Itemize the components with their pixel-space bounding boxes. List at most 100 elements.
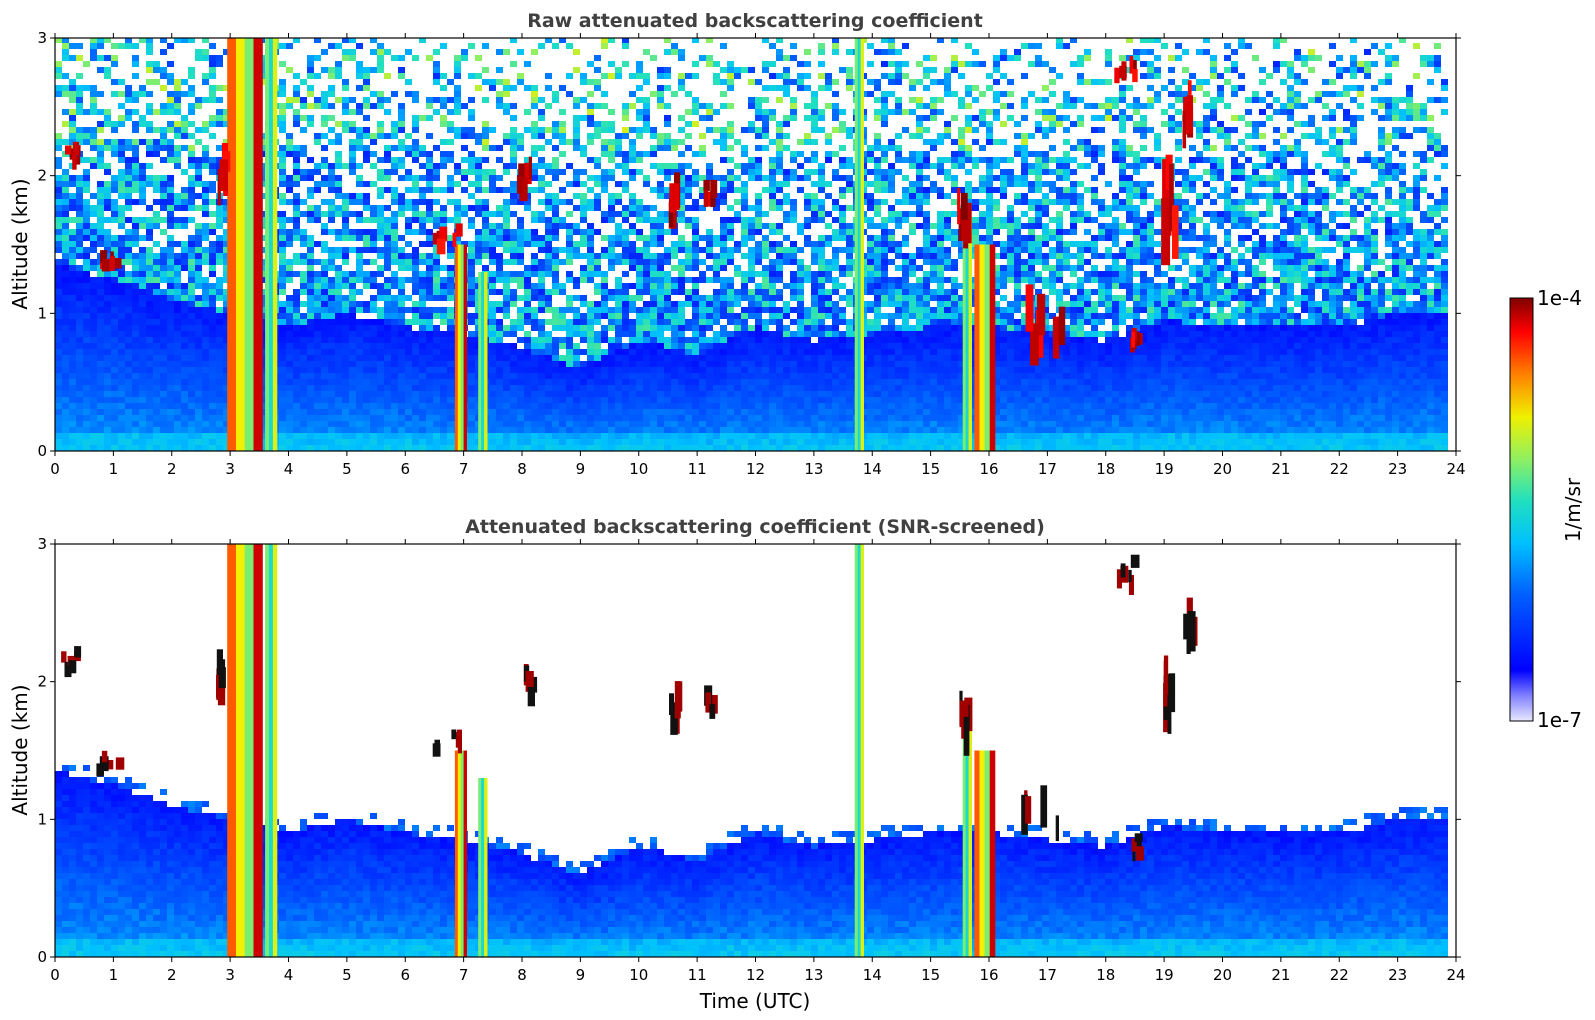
heatmap-cell [692,391,699,397]
heatmap-cell [293,91,300,97]
heatmap-cell [447,265,454,271]
heatmap-cell [202,55,209,61]
heatmap-cell [433,439,440,445]
heatmap-cell [559,373,566,379]
heatmap-cell [622,38,629,43]
heatmap-cell [62,187,69,193]
heatmap-cell [111,331,118,337]
heatmap-cell [370,217,377,223]
heatmap-cell [440,379,447,385]
heatmap-cell [594,67,601,73]
heatmap-cell [384,151,391,157]
heatmap-cell [636,403,643,409]
heatmap-cell [160,373,167,379]
heatmap-cell [293,169,300,175]
heatmap-cell [636,115,643,121]
heatmap-cell [62,421,69,427]
heatmap-cell [447,295,454,301]
heatmap-cell [307,55,314,61]
heatmap-cell [160,415,167,421]
heatmap-cell [517,277,524,283]
heatmap-cell [328,421,335,427]
heatmap-cell [181,205,188,211]
heatmap-cell [566,337,573,343]
heatmap-cell [321,223,328,229]
heatmap-cell [720,409,727,415]
heatmap-cell [489,379,496,385]
heatmap-cell [55,343,62,349]
heatmap-cell [510,235,517,241]
heatmap-cell [209,223,216,229]
heatmap-cell [139,313,146,319]
heatmap-cell [167,193,174,199]
heatmap-cell [748,301,755,307]
heatmap-cell [678,349,685,355]
heatmap-cell [601,301,608,307]
heatmap-cell [531,355,538,361]
heatmap-cell [748,247,755,253]
heatmap-cell [167,367,174,373]
heatmap-cell [629,169,636,175]
heatmap-cell [580,361,587,367]
heatmap-cell [349,277,356,283]
heatmap-cell [293,259,300,265]
heatmap-cell [314,211,321,217]
heatmap-cell [223,409,230,415]
heatmap-cell [671,139,678,145]
heatmap-cell [132,343,139,349]
heatmap-cell [734,385,741,391]
heatmap-cell [636,415,643,421]
heatmap-cell [335,151,342,157]
heatmap-cell [524,61,531,67]
heatmap-cell [741,169,748,175]
heatmap-cell [118,169,125,175]
heatmap-cell [160,421,167,427]
heatmap-cell [440,313,447,319]
heatmap-cell [202,445,209,451]
heatmap-cell [300,403,307,409]
heatmap-cell [83,337,90,343]
heatmap-cell [62,385,69,391]
heatmap-cell [349,109,356,115]
heatmap-cell [188,295,195,301]
heatmap-cell [181,361,188,367]
heatmap-cell [125,259,132,265]
heatmap-cell [370,295,377,301]
heatmap-cell [370,307,377,313]
heatmap-cell [398,235,405,241]
heatmap-cell [384,445,391,451]
heatmap-cell [720,157,727,163]
heatmap-cell [538,307,545,313]
heatmap-cell [384,373,391,379]
heatmap-cell [370,361,377,367]
heatmap-cell [377,409,384,415]
heatmap-cell [83,331,90,337]
heatmap-cell [188,379,195,385]
heatmap-cell [643,79,650,85]
heatmap-cell [566,421,573,427]
heatmap-cell [377,271,384,277]
heatmap-cell [559,139,566,145]
heatmap-cell [377,175,384,181]
heatmap-cell [90,343,97,349]
heatmap-cell [727,439,734,445]
heatmap-cell [356,445,363,451]
heatmap-cell [111,181,118,187]
heatmap-cell [748,223,755,229]
heatmap-cell [349,415,356,421]
heatmap-cell [97,181,104,187]
heatmap-cell [300,199,307,205]
heatmap-cell [160,259,167,265]
heatmap-cell [580,169,587,175]
heatmap-cell [181,313,188,319]
heatmap-cell [538,397,545,403]
heatmap-cell [279,85,286,91]
heatmap-cell [69,277,76,283]
heatmap-cell [342,253,349,259]
heatmap-cell [90,409,97,415]
heatmap-cell [622,115,629,121]
heatmap-cell [216,409,223,415]
heatmap-cell [342,445,349,451]
heatmap-cell [104,397,111,403]
heatmap-cell [153,343,160,349]
